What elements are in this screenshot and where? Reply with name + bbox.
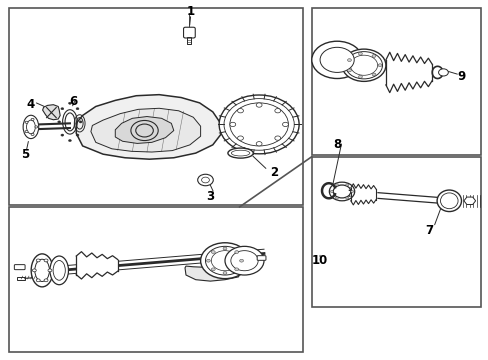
Circle shape xyxy=(282,122,288,127)
Circle shape xyxy=(358,75,362,78)
Text: 5: 5 xyxy=(21,148,29,161)
Circle shape xyxy=(438,69,447,76)
Circle shape xyxy=(219,95,299,154)
Circle shape xyxy=(234,251,238,253)
Circle shape xyxy=(223,247,226,250)
Circle shape xyxy=(31,133,34,135)
Ellipse shape xyxy=(440,193,457,209)
Text: 7: 7 xyxy=(425,224,433,237)
Circle shape xyxy=(237,136,243,140)
Circle shape xyxy=(224,246,264,275)
Text: 1: 1 xyxy=(186,5,195,18)
Circle shape xyxy=(79,121,82,123)
Ellipse shape xyxy=(31,254,53,287)
Circle shape xyxy=(31,118,34,121)
Circle shape xyxy=(205,246,244,275)
Circle shape xyxy=(237,109,243,113)
Circle shape xyxy=(44,259,48,262)
Circle shape xyxy=(44,279,48,282)
Text: 3: 3 xyxy=(206,190,214,203)
Circle shape xyxy=(76,108,79,110)
Text: 9: 9 xyxy=(456,69,465,82)
Circle shape xyxy=(25,121,28,123)
Text: 2: 2 xyxy=(269,166,277,179)
Circle shape xyxy=(371,55,375,58)
Circle shape xyxy=(200,243,249,279)
Ellipse shape xyxy=(26,120,35,134)
Bar xyxy=(187,37,191,44)
Ellipse shape xyxy=(50,256,68,285)
Circle shape xyxy=(68,102,71,104)
Ellipse shape xyxy=(53,261,65,280)
Bar xyxy=(9,8,303,205)
Text: 6: 6 xyxy=(70,95,78,108)
Circle shape xyxy=(206,259,210,262)
Circle shape xyxy=(256,141,262,146)
Circle shape xyxy=(35,126,38,128)
Bar xyxy=(311,8,480,155)
Circle shape xyxy=(341,49,385,81)
Circle shape xyxy=(358,52,362,55)
Circle shape xyxy=(211,251,238,271)
Circle shape xyxy=(349,55,377,75)
Bar xyxy=(17,277,25,280)
Circle shape xyxy=(239,259,243,262)
Polygon shape xyxy=(184,266,239,281)
Circle shape xyxy=(320,47,353,72)
Circle shape xyxy=(61,134,63,136)
Ellipse shape xyxy=(231,150,249,156)
Circle shape xyxy=(274,109,280,113)
Circle shape xyxy=(36,259,40,262)
Circle shape xyxy=(347,69,351,72)
Circle shape xyxy=(230,251,258,271)
Circle shape xyxy=(32,269,36,272)
Circle shape xyxy=(335,197,338,199)
FancyBboxPatch shape xyxy=(183,27,195,38)
Circle shape xyxy=(36,279,40,282)
FancyBboxPatch shape xyxy=(14,265,25,270)
Ellipse shape xyxy=(23,115,39,139)
Text: 4: 4 xyxy=(27,98,35,111)
Circle shape xyxy=(229,122,235,127)
Circle shape xyxy=(61,108,63,110)
Polygon shape xyxy=(42,105,60,120)
Text: 8: 8 xyxy=(332,138,341,150)
Circle shape xyxy=(223,271,226,274)
Circle shape xyxy=(76,134,79,136)
Polygon shape xyxy=(115,117,173,143)
Circle shape xyxy=(345,184,348,186)
Circle shape xyxy=(347,59,351,62)
Circle shape xyxy=(335,184,338,186)
Circle shape xyxy=(197,174,213,186)
Circle shape xyxy=(234,268,238,271)
Circle shape xyxy=(330,190,332,193)
Circle shape xyxy=(311,41,362,78)
FancyBboxPatch shape xyxy=(257,256,265,260)
Circle shape xyxy=(350,190,353,193)
Ellipse shape xyxy=(227,148,253,158)
Circle shape xyxy=(345,197,348,199)
Ellipse shape xyxy=(436,190,461,212)
Text: 10: 10 xyxy=(311,254,327,267)
Circle shape xyxy=(371,73,375,76)
Circle shape xyxy=(274,136,280,140)
Ellipse shape xyxy=(35,259,49,282)
Circle shape xyxy=(377,64,381,67)
Bar xyxy=(311,157,480,307)
Circle shape xyxy=(256,103,262,107)
Circle shape xyxy=(68,139,71,141)
Circle shape xyxy=(25,130,28,132)
Bar xyxy=(9,207,303,352)
Polygon shape xyxy=(91,108,200,152)
Circle shape xyxy=(201,177,209,183)
Circle shape xyxy=(48,269,52,272)
Circle shape xyxy=(211,251,215,253)
Circle shape xyxy=(211,268,215,271)
Polygon shape xyxy=(76,95,221,159)
Circle shape xyxy=(58,121,61,123)
Circle shape xyxy=(345,51,382,79)
